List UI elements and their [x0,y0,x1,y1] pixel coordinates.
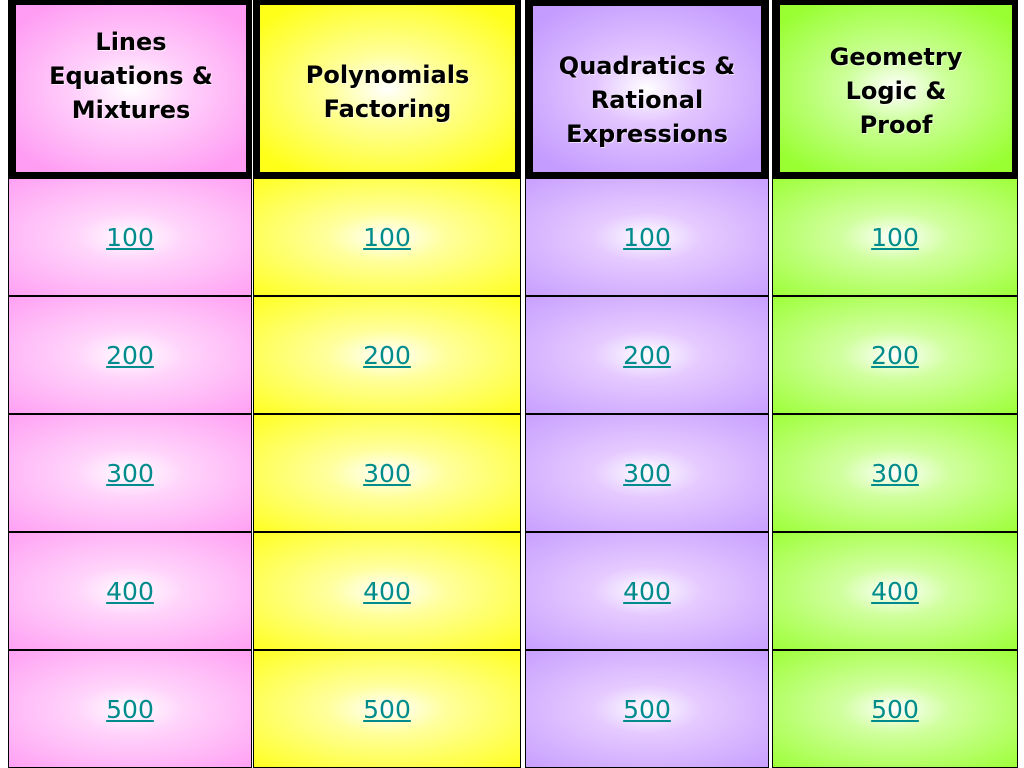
point-value-link[interactable]: 300 [871,458,919,488]
category-column-quadratics-rational-expressions: Quadratics & Rational Expressions 100 20… [525,0,769,768]
point-value-link[interactable]: 100 [363,222,411,252]
question-cell[interactable]: 100 [253,178,521,296]
question-cell[interactable]: 500 [253,650,521,768]
question-cell[interactable]: 500 [772,650,1018,768]
category-title: Quadratics & Rational Expressions [533,6,761,172]
point-value-link[interactable]: 200 [106,340,154,370]
point-value-link[interactable]: 300 [363,458,411,488]
category-title: Lines Equations & Mixtures [16,5,246,172]
question-cell[interactable]: 100 [772,178,1018,296]
question-cell[interactable]: 300 [8,414,252,532]
category-title: Polynomials Factoring [260,5,515,172]
question-cell[interactable]: 300 [253,414,521,532]
question-cell[interactable]: 400 [525,532,769,650]
point-value-link[interactable]: 500 [363,694,411,724]
category-header: Geometry Logic & Proof [772,0,1018,178]
question-cell[interactable]: 100 [8,178,252,296]
question-cell[interactable]: 300 [772,414,1018,532]
question-cell[interactable]: 200 [772,296,1018,414]
category-header: Polynomials Factoring [253,0,521,178]
question-cell[interactable]: 500 [8,650,252,768]
category-header: Quadratics & Rational Expressions [525,0,769,178]
question-cell[interactable]: 400 [772,532,1018,650]
category-title: Geometry Logic & Proof [780,5,1012,172]
category-column-polynomials-factoring: Polynomials Factoring 100 200 300 400 50… [253,0,521,768]
point-value-link[interactable]: 500 [106,694,154,724]
category-column-geometry-logic-proof: Geometry Logic & Proof 100 200 300 400 5… [772,0,1018,768]
point-value-link[interactable]: 400 [106,576,154,606]
point-value-link[interactable]: 100 [623,222,671,252]
point-value-link[interactable]: 500 [623,694,671,724]
point-value-link[interactable]: 300 [623,458,671,488]
point-value-link[interactable]: 200 [363,340,411,370]
point-value-link[interactable]: 500 [871,694,919,724]
point-value-link[interactable]: 100 [106,222,154,252]
category-header: Lines Equations & Mixtures [8,0,252,178]
point-value-link[interactable]: 400 [363,576,411,606]
question-cell[interactable]: 400 [8,532,252,650]
question-cell[interactable]: 200 [525,296,769,414]
question-cell[interactable]: 200 [253,296,521,414]
question-cell[interactable]: 100 [525,178,769,296]
point-value-link[interactable]: 300 [106,458,154,488]
question-cell[interactable]: 200 [8,296,252,414]
point-value-link[interactable]: 100 [871,222,919,252]
question-cell[interactable]: 300 [525,414,769,532]
point-value-link[interactable]: 200 [871,340,919,370]
category-column-lines-equations-mixtures: Lines Equations & Mixtures 100 200 300 4… [8,0,252,768]
question-cell[interactable]: 400 [253,532,521,650]
point-value-link[interactable]: 200 [623,340,671,370]
question-cell[interactable]: 500 [525,650,769,768]
point-value-link[interactable]: 400 [623,576,671,606]
point-value-link[interactable]: 400 [871,576,919,606]
